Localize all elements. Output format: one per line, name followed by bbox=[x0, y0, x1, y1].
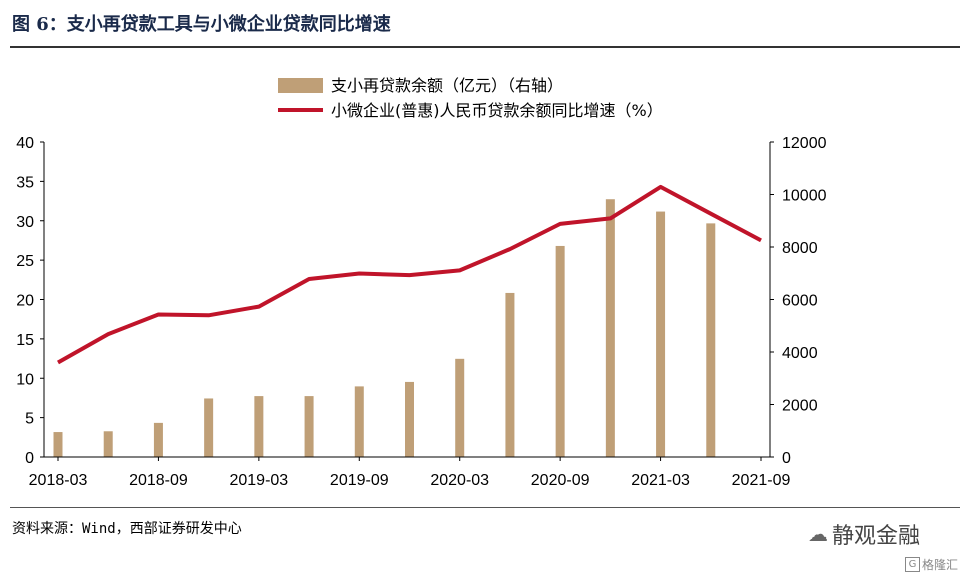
bar bbox=[103, 431, 113, 457]
axes: 0 5 10 15 20 25 30 35 40 0 2000 4000 6000 8000 10000 12… bbox=[16, 135, 826, 489]
right-tick-label: 12000 bbox=[782, 135, 827, 152]
bar bbox=[304, 396, 314, 457]
right-tick-label: 6000 bbox=[782, 293, 818, 310]
bar bbox=[153, 422, 163, 457]
logo: G 格隆汇 bbox=[905, 556, 958, 573]
bar bbox=[204, 398, 214, 457]
logo-text: 格隆汇 bbox=[922, 558, 959, 572]
left-tick-label: 30 bbox=[16, 214, 34, 231]
bar bbox=[505, 292, 515, 457]
left-tick-label: 25 bbox=[16, 253, 34, 270]
watermark: ☁ 静观金融 bbox=[808, 518, 920, 550]
source-note: 资料来源：Wind，西部证券研发中心 bbox=[12, 521, 242, 537]
x-tick-label: 2020-03 bbox=[430, 472, 489, 489]
bar bbox=[455, 358, 465, 457]
left-tick-label: 40 bbox=[16, 135, 34, 152]
bar-series bbox=[53, 199, 716, 457]
right-tick-label: 2000 bbox=[782, 398, 818, 415]
line-series bbox=[57, 184, 762, 365]
right-tick-label: 10000 bbox=[782, 188, 827, 205]
left-tick-label: 5 bbox=[25, 411, 34, 428]
x-tick-label: 2021-03 bbox=[631, 472, 690, 489]
bottom-divider bbox=[10, 507, 960, 508]
x-tick-label: 2018-03 bbox=[29, 472, 88, 489]
watermark-text: 静观金融 bbox=[832, 524, 921, 549]
x-tick-label: 2020-09 bbox=[531, 472, 590, 489]
x-tick-label: 2021-09 bbox=[732, 472, 791, 489]
bar bbox=[706, 223, 716, 457]
combo-chart: 支小再贷款余额（亿元）（右轴） 小微企业(普惠)人民币贷款余额同比增速（%） 0 5… bbox=[16, 76, 826, 489]
legend-label-bar: 支小再贷款余额（亿元）（右轴） bbox=[331, 76, 563, 95]
right-tick-label: 0 bbox=[782, 450, 791, 467]
x-tick-label: 2018-09 bbox=[129, 472, 188, 489]
bar bbox=[555, 245, 565, 457]
left-tick-label: 20 bbox=[16, 293, 34, 310]
left-tick-label: 10 bbox=[16, 371, 34, 388]
right-tick-label: 8000 bbox=[782, 240, 818, 257]
left-tick-label: 35 bbox=[16, 174, 34, 191]
left-tick-label: 15 bbox=[16, 332, 34, 349]
bar bbox=[656, 211, 666, 457]
bar bbox=[53, 432, 63, 457]
top-divider bbox=[10, 46, 960, 48]
x-tick-label: 2019-09 bbox=[330, 472, 389, 489]
left-tick-label: 0 bbox=[25, 450, 34, 467]
bar bbox=[405, 381, 414, 457]
line-path bbox=[57, 184, 762, 365]
legend-swatch-bar bbox=[278, 78, 323, 93]
bar bbox=[354, 386, 364, 457]
legend: 支小再贷款余额（亿元）（右轴） 小微企业(普惠)人民币贷款余额同比增速（%） bbox=[278, 76, 663, 120]
figure-title: 图 6：支小再贷款工具与小微企业贷款同比增速 bbox=[12, 14, 391, 35]
right-tick-label: 4000 bbox=[782, 345, 818, 362]
g-logo-icon: G bbox=[905, 557, 920, 572]
legend-label-line: 小微企业(普惠)人民币贷款余额同比增速（%） bbox=[331, 101, 663, 120]
wechat-icon: ☁ bbox=[808, 522, 828, 546]
bar bbox=[605, 199, 615, 457]
x-tick-label: 2019-03 bbox=[229, 472, 288, 489]
bar bbox=[254, 396, 264, 457]
